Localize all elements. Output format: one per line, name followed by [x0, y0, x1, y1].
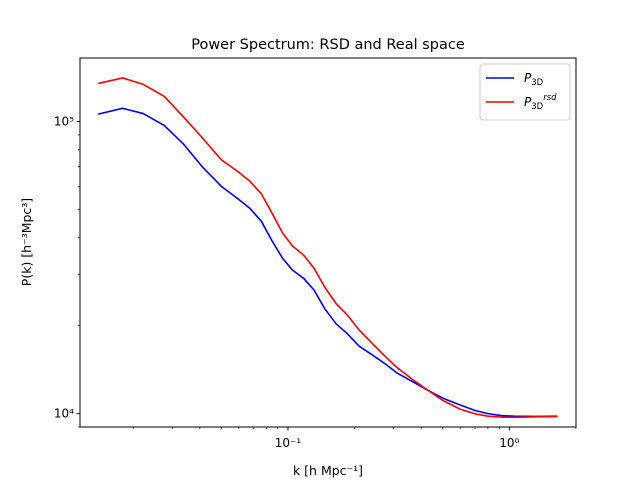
x-tick-label: 10⁰	[499, 436, 519, 450]
y-axis-label: P(k) [h⁻³Mpc³]	[19, 198, 34, 286]
legend-label-1: P3Drsd	[524, 93, 557, 112]
series-line-1	[98, 77, 558, 419]
y-tick-label: 10⁵	[54, 115, 74, 129]
series-line-0	[98, 107, 558, 418]
legend: P3D P3Drsd	[479, 63, 571, 121]
chart-title: Power Spectrum: RSD and Real space	[191, 37, 465, 53]
legend-label-0: P3D	[524, 71, 544, 88]
plot-frame	[79, 57, 577, 428]
x-axis-label: k [h Mpc⁻¹]	[293, 463, 363, 478]
y-tick-label: 10⁴	[54, 407, 74, 421]
x-tick-label: 10⁻¹	[275, 436, 302, 450]
